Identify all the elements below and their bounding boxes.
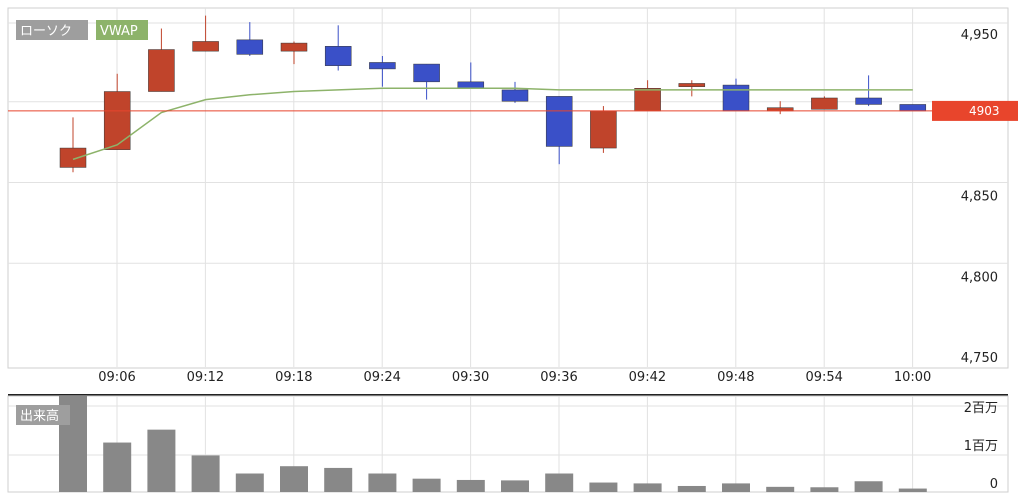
volume-bar (501, 480, 529, 492)
legend-vwap-label: VWAP (100, 24, 138, 39)
price-y-tick-label: 4,950 (961, 28, 998, 43)
time-x-tick-label: 09:06 (98, 370, 135, 385)
candle-body (501, 89, 529, 102)
volume-bar (589, 482, 618, 492)
volume-chart (59, 396, 927, 492)
volume-bar (722, 483, 750, 492)
time-x-tick-label: 09:12 (187, 370, 224, 385)
candle-body (855, 97, 882, 105)
volume-bar (456, 479, 485, 492)
volume-bar (324, 467, 353, 492)
price-y-tick-label: 4,800 (961, 270, 998, 285)
candle-body (722, 84, 750, 112)
time-x-tick-label: 10:00 (894, 370, 931, 385)
time-x-tick-label: 09:24 (363, 370, 400, 385)
vwap-line (72, 87, 913, 161)
volume-bar (368, 473, 397, 492)
time-x-tick-label: 09:30 (452, 370, 489, 385)
candle-body (457, 81, 485, 89)
volume-bar (810, 487, 839, 492)
price-y-ticks: 4,950 4,850 4,800 4,750 (961, 28, 998, 366)
volume-bar (103, 442, 132, 492)
legend-vwap-box (96, 20, 148, 40)
current-price-marker: 4903 (932, 100, 1018, 121)
candle-body (59, 147, 87, 168)
time-x-tick-label: 09:48 (717, 370, 754, 385)
legend-volume-label: 出来高 (20, 408, 59, 424)
legend-volume-box (16, 405, 70, 425)
legend-candle-box (16, 20, 88, 40)
volume-bar (191, 455, 220, 492)
price-y-tick-label: 4,850 (961, 190, 998, 205)
volume-bar (280, 466, 308, 492)
candle-body (369, 62, 396, 70)
candle-body (280, 42, 308, 52)
volume-bar (545, 473, 574, 492)
volume-bar (147, 429, 176, 492)
volume-bar (766, 486, 795, 492)
price-frame (7, 7, 1009, 369)
candle-body (545, 96, 573, 147)
volume-bar (412, 478, 441, 492)
candle-body (590, 110, 617, 149)
current-price-box (932, 100, 1018, 121)
legend-volume: 出来高 (16, 405, 70, 425)
candle-body (324, 46, 352, 66)
candle-body (634, 88, 661, 112)
candle-body (192, 41, 219, 52)
time-x-ticks: 09:06 09:12 09:18 09:24 09:30 09:36 09:42 09:48… (98, 370, 931, 385)
candle-body (103, 91, 131, 150)
volume-y-ticks: 2百万 1百万 0 (964, 401, 998, 492)
volume-bar (235, 473, 264, 492)
price-chart (8, 15, 932, 173)
legend-vwap: VWAP (96, 20, 148, 40)
volume-y-tick-label: 1百万 (964, 439, 998, 454)
candle-body (811, 97, 838, 110)
volume-bars (59, 396, 927, 492)
candles (59, 15, 927, 173)
price-y-tick-label: 4,750 (961, 351, 998, 366)
volume-bar (854, 481, 883, 492)
candle-body (236, 39, 264, 55)
legend-candle: ローソク (16, 20, 88, 40)
legend-candle-label: ローソク (20, 24, 72, 39)
current-price-label: 4903 (969, 104, 1000, 118)
candle-body (148, 49, 175, 92)
volume-bar (633, 483, 662, 492)
time-x-tick-label: 09:54 (805, 370, 842, 385)
volume-y-tick-label: 0 (990, 477, 998, 492)
time-x-tick-label: 09:42 (629, 370, 666, 385)
volume-bar (677, 485, 706, 492)
time-x-tick-label: 09:36 (540, 370, 577, 385)
time-x-tick-label: 09:18 (275, 370, 312, 385)
candle-body (678, 83, 706, 87)
candle-body (899, 104, 927, 112)
candle-body (413, 63, 440, 83)
volume-y-tick-label: 2百万 (964, 401, 998, 416)
volume-bar (898, 488, 927, 492)
